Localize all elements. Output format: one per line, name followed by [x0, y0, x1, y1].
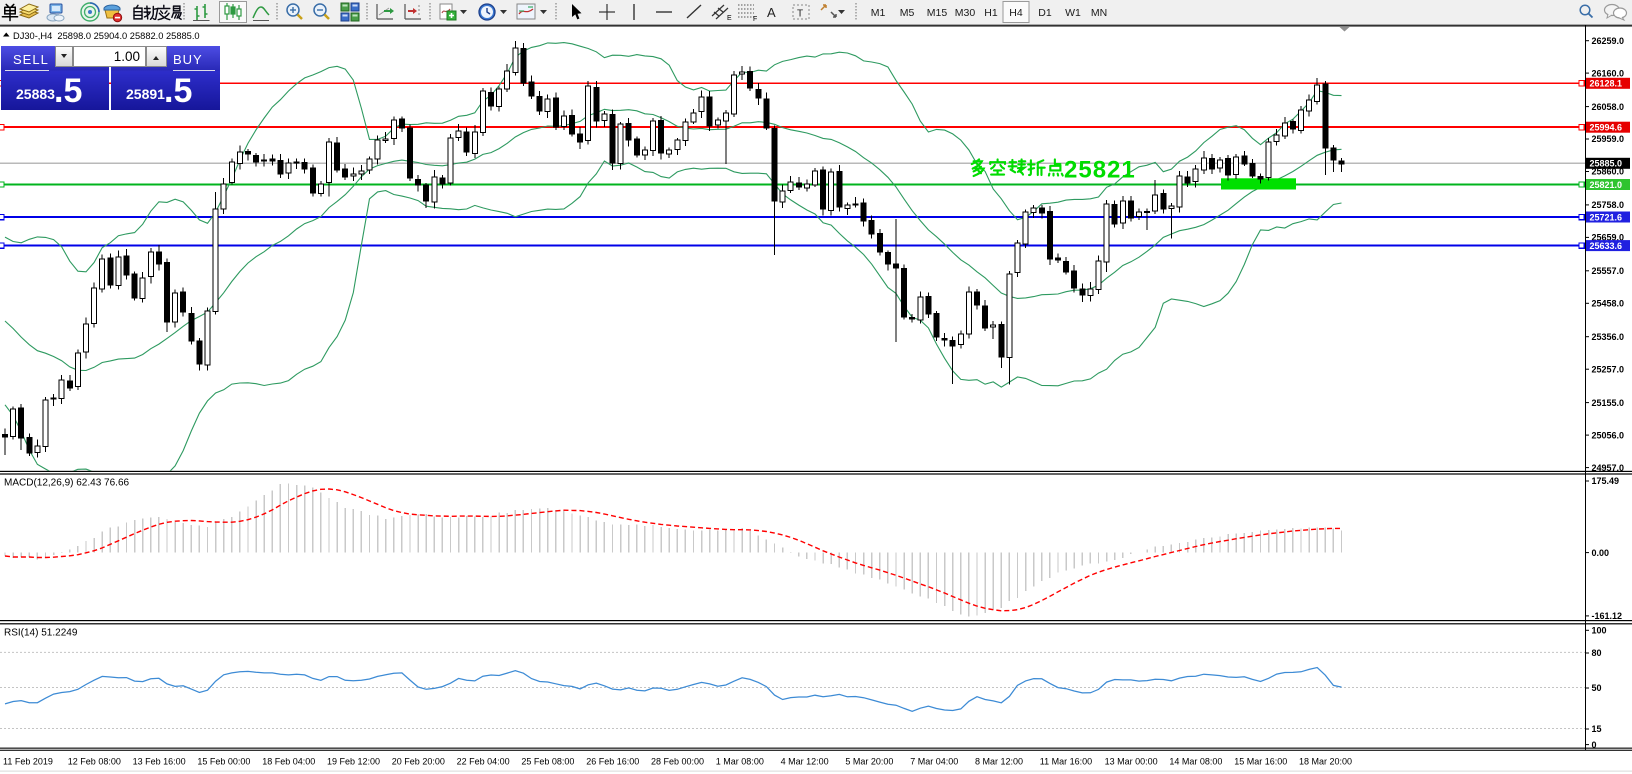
svg-text:26058.0: 26058.0	[1592, 102, 1625, 112]
svg-text:50: 50	[1592, 683, 1602, 693]
svg-text:15 Mar 16:00: 15 Mar 16:00	[1234, 757, 1287, 767]
svg-text:18 Feb 04:00: 18 Feb 04:00	[262, 757, 315, 767]
svg-text:MN: MN	[1091, 7, 1107, 19]
svg-text:25633.6: 25633.6	[1590, 241, 1623, 251]
svg-text:18 Mar 20:00: 18 Mar 20:00	[1299, 757, 1352, 767]
svg-text:20 Feb 20:00: 20 Feb 20:00	[392, 757, 445, 767]
svg-text:13 Feb 16:00: 13 Feb 16:00	[133, 757, 186, 767]
svg-text:25860.0: 25860.0	[1592, 167, 1625, 177]
svg-text:25 Feb 08:00: 25 Feb 08:00	[521, 757, 574, 767]
svg-text:26128.1: 26128.1	[1590, 79, 1623, 89]
svg-text:25821: 25821	[1064, 157, 1136, 184]
svg-text:-161.12: -161.12	[1592, 611, 1623, 621]
svg-text:22 Feb 04:00: 22 Feb 04:00	[457, 757, 510, 767]
svg-text:25885.0: 25885.0	[1590, 159, 1623, 169]
svg-text:15 Feb 00:00: 15 Feb 00:00	[197, 757, 250, 767]
svg-text:M30: M30	[955, 7, 976, 19]
svg-text:T: T	[797, 9, 803, 20]
svg-text:80: 80	[1592, 648, 1602, 658]
svg-text:25155.0: 25155.0	[1592, 398, 1625, 408]
svg-text:175.49: 175.49	[1592, 476, 1620, 486]
svg-text:RSI(14) 51.2249: RSI(14) 51.2249	[4, 628, 78, 639]
svg-text:0.00: 0.00	[1592, 548, 1610, 558]
svg-text:A: A	[767, 5, 776, 20]
svg-text:25821.0: 25821.0	[1590, 180, 1623, 190]
svg-text:25257.0: 25257.0	[1592, 364, 1625, 374]
svg-text:11 Feb 2019: 11 Feb 2019	[3, 757, 53, 767]
svg-text:19 Feb 12:00: 19 Feb 12:00	[327, 757, 380, 767]
svg-text:25056.0: 25056.0	[1592, 430, 1625, 440]
svg-text:M15: M15	[927, 7, 948, 19]
svg-text:26 Feb 16:00: 26 Feb 16:00	[586, 757, 639, 767]
svg-text:25994.6: 25994.6	[1590, 123, 1623, 133]
svg-text:M5: M5	[900, 7, 915, 19]
svg-text:28 Feb 00:00: 28 Feb 00:00	[651, 757, 704, 767]
svg-text:13 Mar 00:00: 13 Mar 00:00	[1105, 757, 1158, 767]
svg-text:MACD(12,26,9) 62.43 76.66: MACD(12,26,9) 62.43 76.66	[4, 478, 130, 489]
svg-text:H4: H4	[1009, 7, 1023, 19]
svg-text:M1: M1	[871, 7, 886, 19]
svg-text:E: E	[727, 15, 732, 22]
svg-text:26160.0: 26160.0	[1592, 68, 1625, 78]
svg-text:DJ30-,H4 25898.0 25904.0 2588: DJ30-,H4 25898.0 25904.0 25882.0 25885.0	[13, 31, 200, 41]
svg-text:25758.0: 25758.0	[1592, 200, 1625, 210]
svg-text:14 Mar 08:00: 14 Mar 08:00	[1169, 757, 1222, 767]
svg-text:25356.0: 25356.0	[1592, 332, 1625, 342]
svg-text:1 Mar 08:00: 1 Mar 08:00	[716, 757, 764, 767]
svg-text:5 Mar 20:00: 5 Mar 20:00	[845, 757, 893, 767]
svg-text:W1: W1	[1065, 7, 1081, 19]
svg-text:15: 15	[1592, 724, 1602, 734]
svg-text:24957.0: 24957.0	[1592, 463, 1625, 473]
svg-text:F: F	[753, 16, 757, 23]
svg-text:7 Mar 04:00: 7 Mar 04:00	[910, 757, 958, 767]
svg-text:8 Mar 12:00: 8 Mar 12:00	[975, 757, 1023, 767]
svg-text:D1: D1	[1038, 7, 1052, 19]
svg-text:4 Mar 12:00: 4 Mar 12:00	[781, 757, 829, 767]
svg-text:100: 100	[1592, 626, 1607, 636]
svg-text:12 Feb 08:00: 12 Feb 08:00	[68, 757, 121, 767]
svg-text:25659.0: 25659.0	[1592, 233, 1625, 243]
svg-text:25458.0: 25458.0	[1592, 299, 1625, 309]
svg-text:25557.0: 25557.0	[1592, 266, 1625, 276]
svg-text:25721.6: 25721.6	[1590, 212, 1623, 222]
svg-text:25959.0: 25959.0	[1592, 134, 1625, 144]
svg-text:26259.0: 26259.0	[1592, 36, 1625, 46]
svg-text:11 Mar 16:00: 11 Mar 16:00	[1040, 757, 1092, 767]
svg-text:0: 0	[1592, 740, 1597, 750]
svg-text:H1: H1	[984, 7, 998, 19]
